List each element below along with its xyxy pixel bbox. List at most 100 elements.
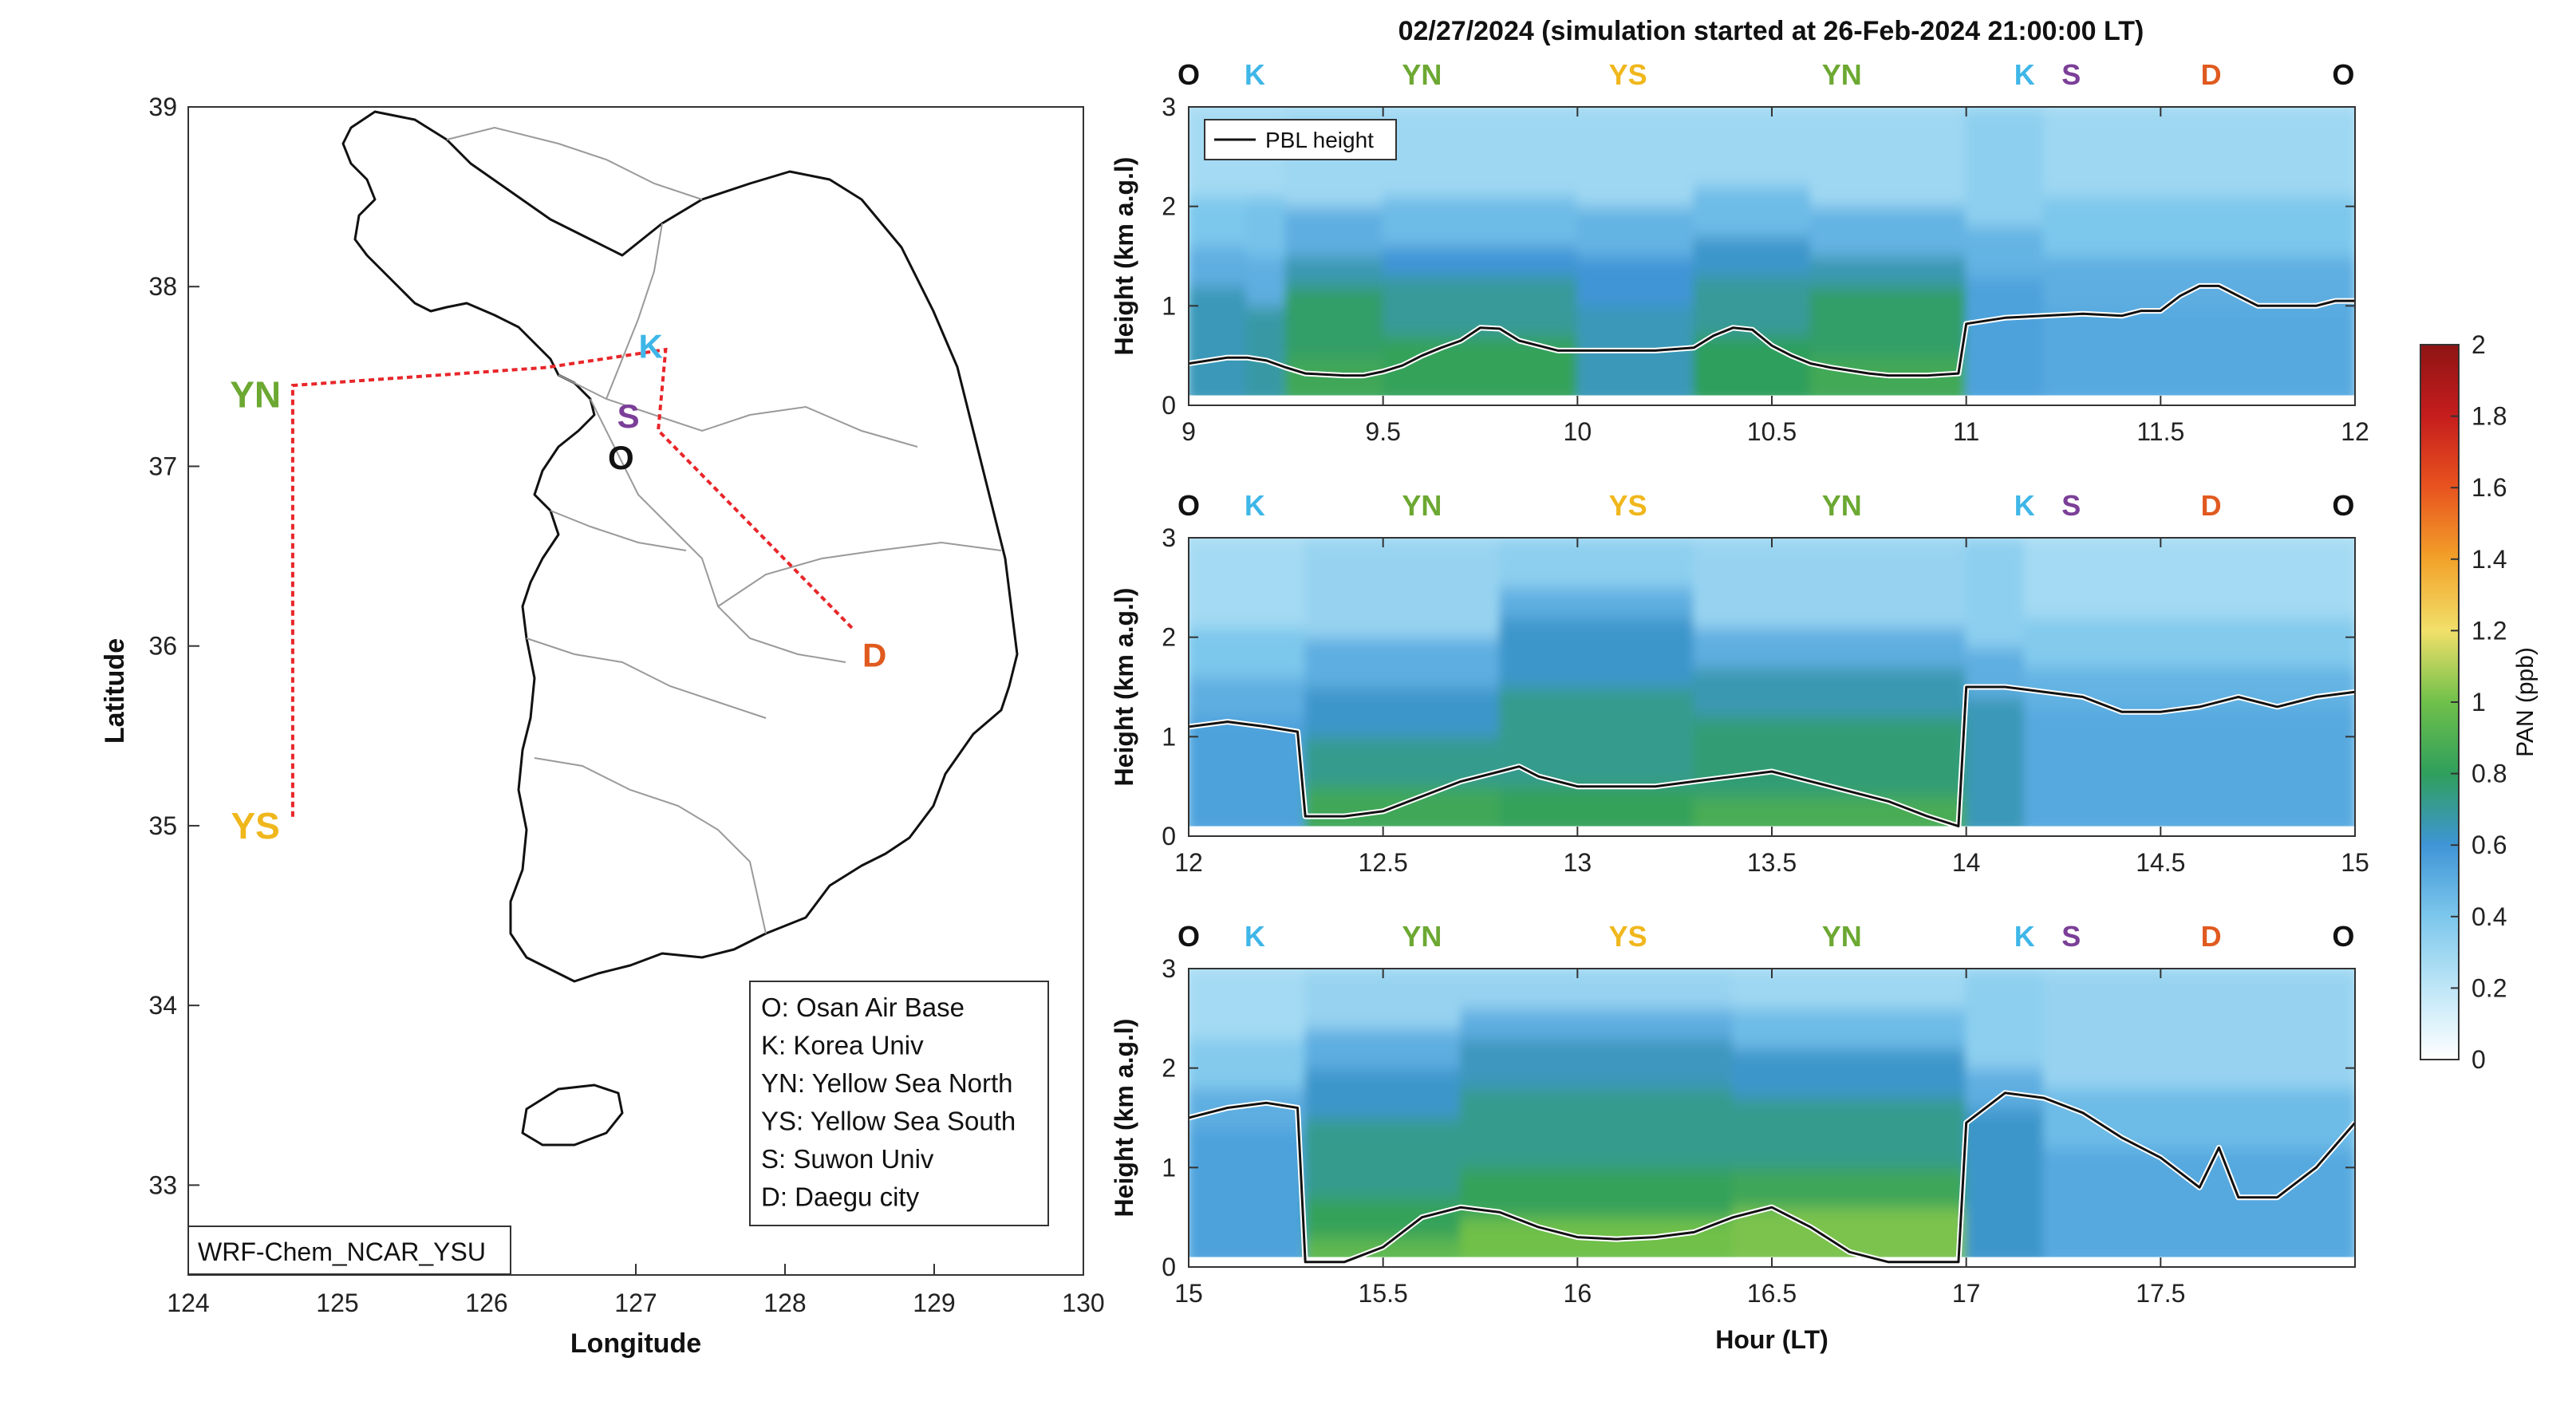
pbl-legend-box bbox=[1204, 119, 1397, 160]
pan-cell bbox=[1965, 538, 2026, 649]
pan-cell bbox=[1304, 1197, 1462, 1238]
y-tick-label: 2 bbox=[1162, 192, 1176, 221]
map-y-ticks: 33 34 35 36 37 38 39 bbox=[148, 93, 199, 1199]
pan-field bbox=[1189, 107, 2355, 405]
pan-cell bbox=[1189, 969, 1307, 1040]
station-label-k: K bbox=[2014, 58, 2035, 91]
pan-cell bbox=[1189, 1038, 1307, 1089]
map-station-s: S bbox=[617, 397, 640, 435]
pan-cell bbox=[1576, 306, 1695, 405]
colorbar-tick-label: 1.6 bbox=[2471, 473, 2507, 502]
pan-cell bbox=[1189, 627, 1307, 678]
x-tick-label: 16 bbox=[1564, 1279, 1592, 1308]
pan-cell bbox=[1809, 107, 1967, 207]
pan-cell bbox=[1693, 186, 1812, 238]
pan-field bbox=[1189, 538, 2355, 836]
station-label-o: O bbox=[1178, 489, 1200, 522]
pan-cell bbox=[2043, 1147, 2355, 1267]
pan-field-cells bbox=[1189, 969, 2355, 1267]
pan-cell bbox=[1732, 1167, 1967, 1209]
map-x-tick-label: 125 bbox=[316, 1289, 358, 1317]
map-province-borders bbox=[446, 126, 1002, 934]
pan-cell bbox=[1732, 1008, 1967, 1049]
map-x-tick-label: 128 bbox=[763, 1289, 806, 1317]
colorbar-tick-label: 0.2 bbox=[2471, 973, 2507, 1002]
x-tick-label: 11.5 bbox=[2136, 417, 2184, 446]
map-station-labels: O KS D YN YS bbox=[230, 327, 886, 847]
map-x-tick-label: 129 bbox=[913, 1289, 955, 1317]
map-y-tick-label: 36 bbox=[148, 632, 177, 661]
pan-cell bbox=[1189, 716, 1307, 836]
colorbar-tick-label: 1 bbox=[2471, 688, 2486, 716]
x-tick-label: 17 bbox=[1952, 1279, 1981, 1308]
pan-cell bbox=[1460, 969, 1734, 1009]
map-station-ys: YS bbox=[231, 805, 279, 847]
pan-cell bbox=[1693, 667, 1967, 718]
pan-cell bbox=[1246, 306, 1287, 405]
pan-cell bbox=[2023, 617, 2355, 669]
curtain-panel-3: 15 15.5 16 16.5 17 17.5 0 1 2 3 Height (km a.g.l) O… bbox=[1110, 920, 2356, 1308]
map-x-tick-label: 124 bbox=[167, 1289, 209, 1317]
station-label-o: O bbox=[2332, 920, 2354, 953]
figure-title: 02/27/2024 (simulation started at 26-Feb… bbox=[1398, 16, 2144, 46]
pan-cell bbox=[2043, 196, 2355, 257]
x-tick-label: 15 bbox=[2341, 848, 2369, 877]
x-tick-label: 9.5 bbox=[1365, 417, 1400, 446]
station-label-d: D bbox=[2201, 920, 2222, 953]
pan-field bbox=[1189, 969, 2355, 1267]
pan-field-cells bbox=[1189, 538, 2355, 836]
x-tick-label: 13.5 bbox=[1747, 848, 1797, 877]
map-legend-entry: YS: Yellow Sea South bbox=[761, 1107, 1016, 1136]
x-tick-label: 15.5 bbox=[1359, 1279, 1408, 1308]
map-y-label: Latitude bbox=[100, 638, 130, 744]
map-x-ticks: 124 125 126 127 128 129 130 bbox=[167, 1264, 1105, 1317]
map-station-legend: O: Osan Air Base K: Korea Univ YN: Yellow … bbox=[749, 981, 1049, 1226]
pan-cell bbox=[1498, 587, 1695, 618]
x-tick-label: 15 bbox=[1174, 1279, 1203, 1308]
y-tick-label: 0 bbox=[1162, 822, 1176, 851]
pan-cell bbox=[1576, 107, 1695, 207]
x-tick-label: 10 bbox=[1564, 417, 1592, 446]
pan-cell bbox=[1284, 256, 1384, 287]
colorbar-tick-label: 0.4 bbox=[2471, 902, 2507, 931]
flight-track bbox=[290, 347, 854, 817]
map-x-tick-label: 127 bbox=[614, 1289, 657, 1317]
pan-cell bbox=[2043, 107, 2355, 198]
colorbar-tick-label: 1.2 bbox=[2471, 616, 2507, 645]
map-y-tick-label: 37 bbox=[148, 452, 177, 480]
pan-cell bbox=[1576, 256, 1695, 307]
station-label-yn: YN bbox=[1822, 58, 1862, 91]
pan-cell bbox=[1304, 1068, 1462, 1119]
pan-cell bbox=[1498, 617, 1695, 688]
pan-cell bbox=[1284, 206, 1384, 257]
map-x-tick-label: 130 bbox=[1062, 1289, 1104, 1317]
x-tick-label: 14 bbox=[1952, 848, 1981, 877]
pan-cell bbox=[1965, 107, 2045, 227]
pan-cell bbox=[1460, 1087, 1734, 1169]
station-label-k: K bbox=[1245, 489, 1265, 522]
pan-cell bbox=[1304, 687, 1501, 738]
colorbar-tick-label: 0.8 bbox=[2471, 760, 2507, 788]
map-y-tick-label: 38 bbox=[148, 272, 177, 301]
pan-cell bbox=[1460, 1167, 1734, 1218]
map-station-o: O bbox=[608, 439, 634, 476]
pbl-height-line bbox=[1189, 284, 2355, 377]
map-station-yn: YN bbox=[230, 373, 281, 415]
station-label-o: O bbox=[2332, 58, 2354, 91]
y-tick-label: 2 bbox=[1162, 623, 1176, 652]
pan-cell bbox=[1693, 236, 1812, 277]
map-legend-entry: K: Korea Univ bbox=[761, 1031, 924, 1060]
station-label-yn: YN bbox=[1402, 920, 1442, 953]
station-label-yn: YN bbox=[1822, 920, 1862, 953]
pan-cell bbox=[1460, 1008, 1734, 1040]
pan-cell bbox=[1732, 1098, 1967, 1169]
pan-cell bbox=[2023, 706, 2355, 836]
y-tick-label: 0 bbox=[1162, 391, 1176, 420]
colorbar-tick-label: 1.8 bbox=[2471, 402, 2507, 431]
colorbar: 0 0.2 0.4 0.6 0.8 1 1.2 1.4 1.6 1.8 2 PAN (ppb) bbox=[2420, 330, 2539, 1074]
